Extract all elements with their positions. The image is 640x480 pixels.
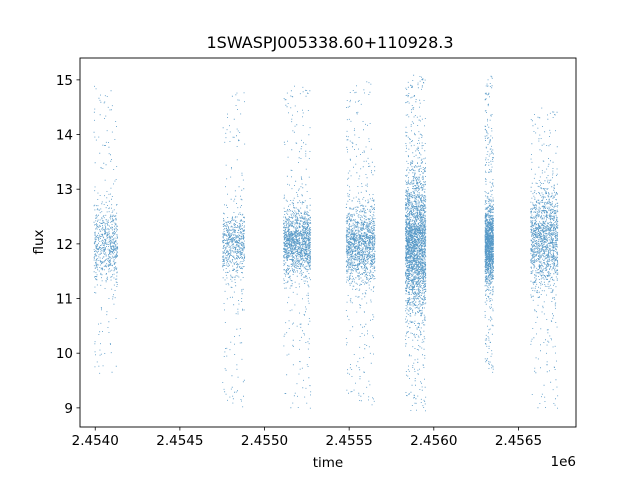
- season-points-5: [405, 74, 427, 412]
- x-axis-offset-label: 1e6: [551, 454, 576, 470]
- y-tick-label: 11: [56, 292, 73, 308]
- x-tick-label: 2.4565: [495, 433, 542, 449]
- x-axis: 2.4540 2.4545 2.4550 2.4555 2.4560 2.4565: [72, 427, 542, 449]
- y-tick-label: 14: [56, 128, 73, 144]
- y-tick-label: 13: [56, 182, 73, 198]
- season-points-3: [283, 85, 312, 409]
- x-tick-label: 2.4545: [156, 433, 203, 449]
- data-points: [93, 74, 559, 412]
- x-tick-label: 2.4555: [326, 433, 373, 449]
- y-tick-label: 10: [56, 346, 73, 362]
- y-axis: 9 10 11 12 13 14 15: [56, 73, 80, 417]
- season-points-6: [484, 75, 494, 373]
- y-tick-label: 15: [56, 73, 73, 89]
- plot-frame: [79, 57, 577, 428]
- y-axis-label: flux: [31, 229, 47, 254]
- y-tick-label: 12: [56, 237, 73, 253]
- season-points-7: [530, 107, 559, 409]
- x-tick-label: 2.4550: [241, 433, 288, 449]
- x-axis-label: time: [313, 455, 344, 471]
- chart-title: 1SWASPJ005338.60+110928.3: [206, 33, 453, 52]
- season-points-1: [93, 85, 119, 374]
- y-tick-label: 9: [64, 401, 73, 417]
- x-tick-label: 2.4540: [72, 433, 119, 449]
- season-points-4: [345, 81, 376, 406]
- x-tick-label: 2.4560: [410, 433, 457, 449]
